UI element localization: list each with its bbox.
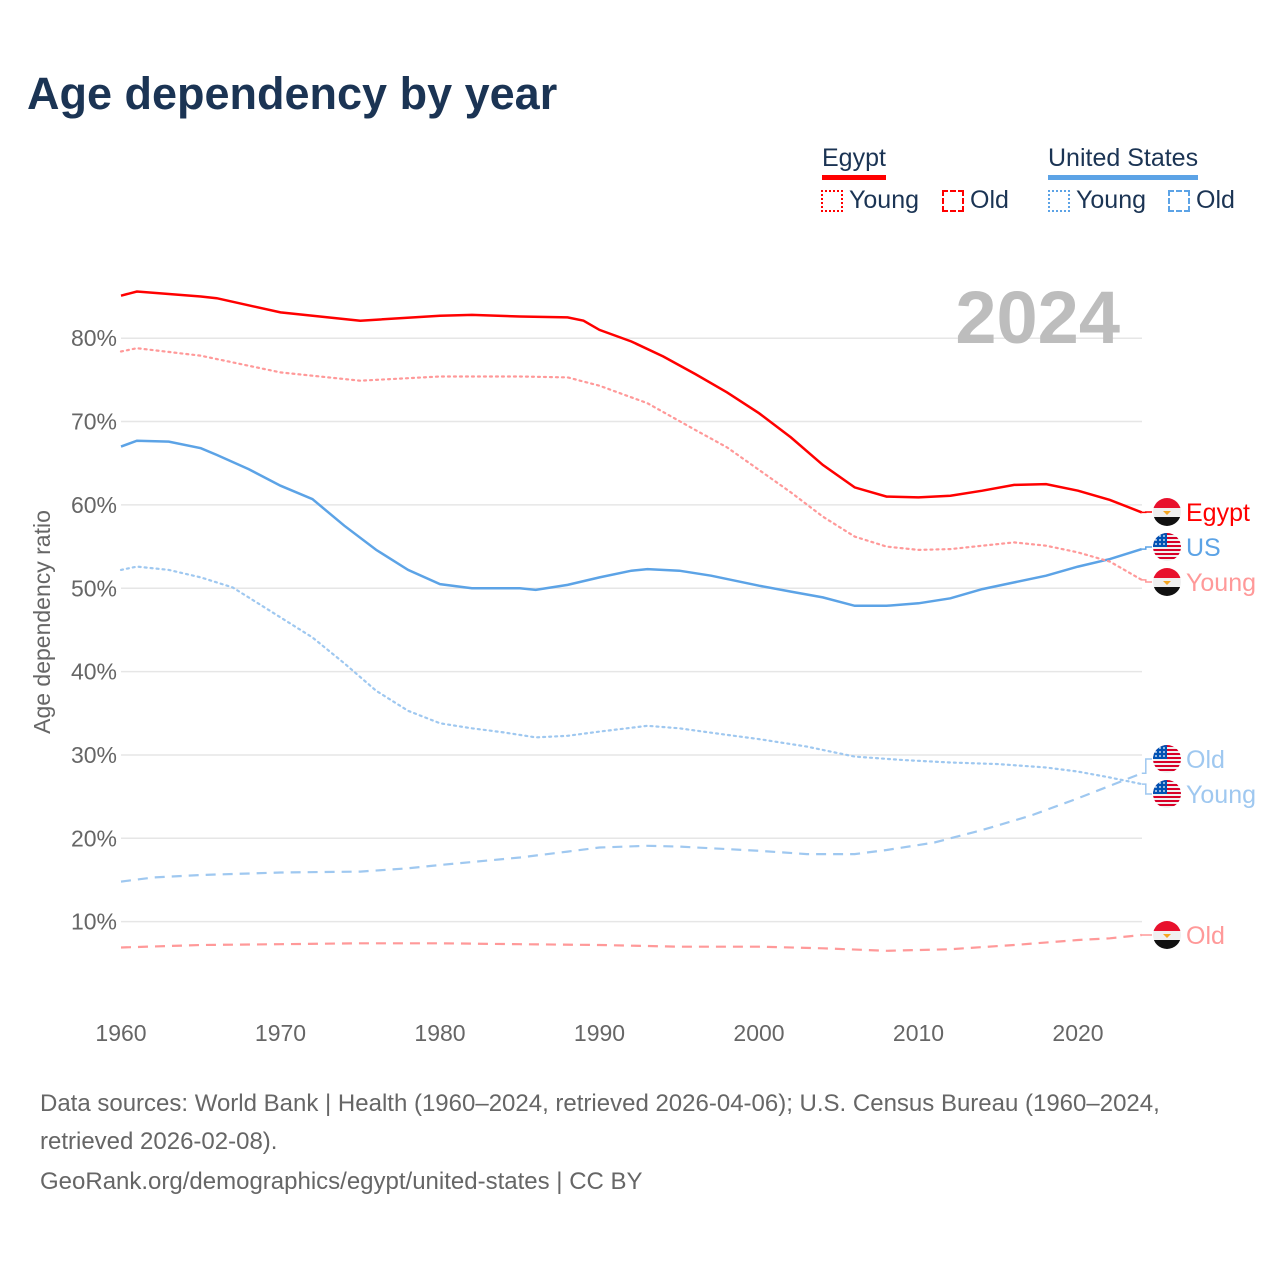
legend-united-states[interactable]: United States: [1048, 144, 1199, 180]
legend-egypt-old[interactable]: Old: [942, 186, 1009, 215]
chart-title: Age dependency by year: [27, 68, 558, 119]
label-connector: [1141, 758, 1152, 775]
us-flag-icon: [1153, 780, 1181, 808]
us-flag-icon: [1153, 745, 1181, 773]
label-connector: [1141, 579, 1152, 583]
dashed-swatch-icon: [942, 189, 964, 212]
series-end-label: Old: [1186, 746, 1225, 774]
x-tick-label: 1960: [95, 1020, 146, 1046]
legend-label: Young: [1076, 186, 1146, 214]
series-end-label: Old: [1186, 922, 1225, 950]
series-line-united-states-young[interactable]: [119, 565, 1143, 786]
y-tick-label: 70%: [71, 409, 117, 435]
x-tick-label: 1980: [414, 1020, 465, 1046]
x-tick-label: 1990: [574, 1020, 625, 1046]
y-tick-label: 60%: [71, 492, 117, 518]
egypt-flag-icon: [1153, 568, 1181, 596]
series-line-egypt[interactable]: [120, 290, 1143, 514]
label-connector: [1141, 546, 1152, 550]
footer-link[interactable]: GeoRank.org/demographics/egypt/united-st…: [40, 1168, 643, 1195]
label-connector: [1141, 783, 1152, 795]
y-tick-label: 40%: [71, 659, 117, 685]
x-tick-label: 1970: [255, 1020, 306, 1046]
y-tick-label: 80%: [71, 325, 117, 351]
x-tick-label: 2020: [1052, 1020, 1103, 1046]
legend-egypt-young[interactable]: Young: [821, 186, 919, 215]
y-tick-label: 10%: [71, 909, 117, 935]
x-tick-label: 2000: [733, 1020, 784, 1046]
series-line-egypt-old[interactable]: [120, 933, 1142, 952]
legend-egypt[interactable]: Egypt: [822, 144, 886, 180]
egypt-flag-icon: [1153, 498, 1181, 526]
series-end-label: Egypt: [1186, 499, 1250, 527]
legend-us-young[interactable]: Young: [1048, 186, 1146, 215]
x-tick-label: 2010: [893, 1020, 944, 1046]
legend-us-old[interactable]: Old: [1168, 186, 1235, 215]
footer-sources-cont: retrieved 2026-02-08).: [40, 1128, 278, 1155]
series-end-label: US: [1186, 534, 1221, 562]
series-line-united-states-old[interactable]: [120, 772, 1143, 883]
series-end-label: Young: [1186, 569, 1256, 597]
legend-label: Old: [970, 186, 1009, 214]
y-tick-label: 50%: [71, 575, 117, 601]
y-tick-label: 20%: [71, 825, 117, 851]
footer-sources: Data sources: World Bank | Health (1960–…: [40, 1090, 1160, 1117]
dashed-swatch-icon: [1168, 189, 1190, 212]
y-tick-label: 30%: [71, 742, 117, 768]
series-line-united-states[interactable]: [120, 439, 1143, 608]
dotted-swatch-icon: [1048, 189, 1070, 212]
series-end-label: Young: [1186, 781, 1256, 809]
egypt-flag-icon: [1153, 921, 1181, 949]
legend-label: Old: [1196, 186, 1235, 214]
dotted-swatch-icon: [821, 189, 843, 212]
year-watermark: 2024: [955, 276, 1120, 359]
plot-area: 10% 20% 30% 40% 50% 60% 70% 80% 1960 1970 1980 1990…: [29, 276, 1256, 1046]
legend-label: Young: [849, 186, 919, 214]
series-line-egypt-young[interactable]: [119, 347, 1143, 582]
y-axis-title: Age dependency ratio: [29, 510, 55, 734]
us-flag-icon: [1153, 533, 1181, 561]
